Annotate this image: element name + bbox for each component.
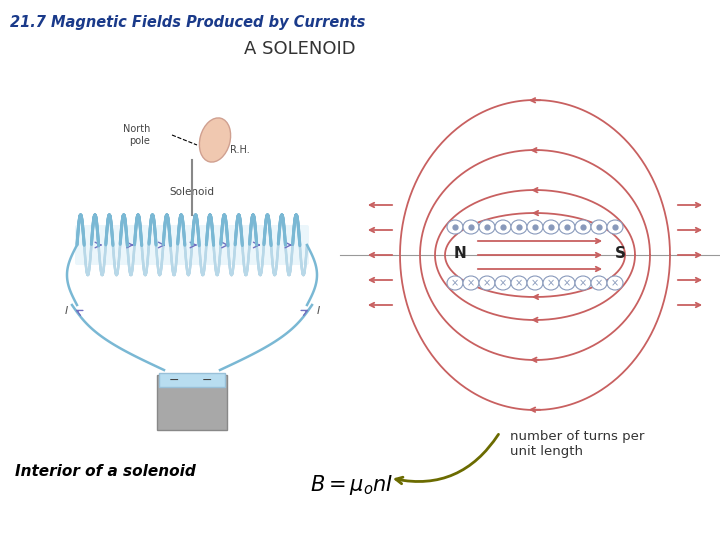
Ellipse shape [559,276,575,290]
Ellipse shape [607,220,623,234]
Text: I: I [64,306,68,315]
Ellipse shape [511,276,527,290]
Text: North
pole: North pole [122,124,150,146]
Ellipse shape [447,220,463,234]
FancyBboxPatch shape [159,373,225,387]
Ellipse shape [447,276,463,290]
Text: ×: × [611,278,619,288]
Text: ×: × [451,278,459,288]
Text: ×: × [499,278,507,288]
Ellipse shape [463,220,479,234]
Ellipse shape [511,220,527,234]
Ellipse shape [591,276,607,290]
Text: ×: × [531,278,539,288]
Ellipse shape [575,276,591,290]
Text: ×: × [595,278,603,288]
Text: Interior of a solenoid: Interior of a solenoid [15,464,196,480]
Text: number of turns per
unit length: number of turns per unit length [510,430,644,458]
Ellipse shape [479,220,495,234]
Ellipse shape [543,220,559,234]
Ellipse shape [479,276,495,290]
Ellipse shape [199,118,230,162]
Text: R.H.: R.H. [230,145,250,155]
Text: A SOLENOID: A SOLENOID [244,40,356,58]
Text: 21.7 Magnetic Fields Produced by Currents: 21.7 Magnetic Fields Produced by Current… [10,15,365,30]
Ellipse shape [463,276,479,290]
Ellipse shape [543,276,559,290]
Ellipse shape [559,220,575,234]
Ellipse shape [495,276,511,290]
Text: $B = \mu_o nI$: $B = \mu_o nI$ [310,473,394,497]
Text: −: − [168,374,179,387]
Ellipse shape [591,220,607,234]
Ellipse shape [607,276,623,290]
Text: I: I [317,306,320,315]
Text: ×: × [483,278,491,288]
Ellipse shape [575,220,591,234]
Text: ×: × [579,278,587,288]
Text: ×: × [547,278,555,288]
FancyBboxPatch shape [157,375,227,430]
Ellipse shape [527,220,543,234]
Text: ×: × [467,278,475,288]
Text: N: N [454,246,467,261]
Ellipse shape [495,220,511,234]
Text: S: S [614,246,626,261]
Text: ×: × [563,278,571,288]
Text: Solenoid: Solenoid [169,187,215,197]
FancyBboxPatch shape [75,225,309,265]
Ellipse shape [527,276,543,290]
Text: −: − [202,374,212,387]
Text: ×: × [515,278,523,288]
